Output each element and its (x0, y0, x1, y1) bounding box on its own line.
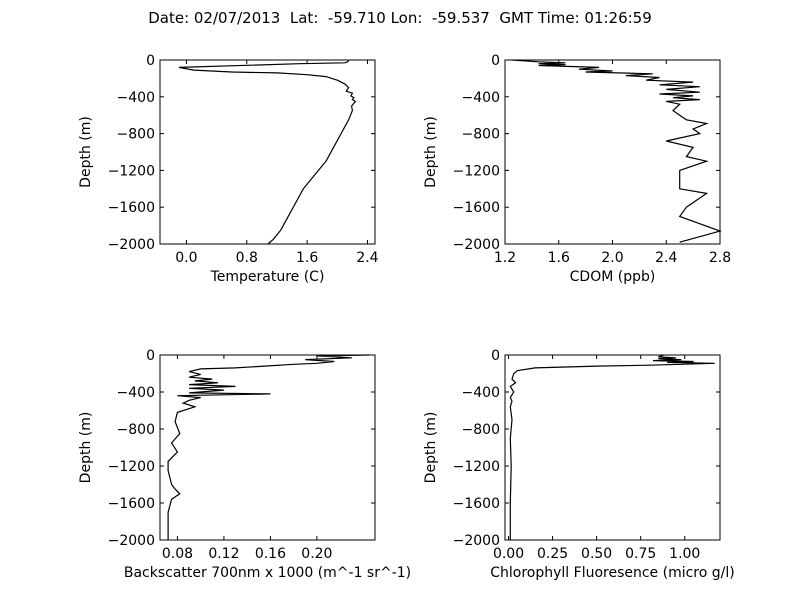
x-axis-label: Chlorophyll Fluoresence (micro g/l) (490, 565, 734, 581)
figure-title: Date: 02/07/2013 Lat: -59.710 Lon: -59.5… (148, 9, 652, 27)
y-tick-label: −400 (462, 385, 500, 401)
y-tick-label: 0 (491, 53, 500, 69)
y-tick-label: −400 (117, 385, 155, 401)
y-tick-label: −1600 (108, 200, 155, 216)
y-axis-label: Depth (m) (423, 116, 439, 188)
x-tick-label: 0.08 (162, 546, 193, 562)
y-tick-label: −1200 (108, 459, 155, 475)
y-tick-label: −800 (462, 127, 500, 143)
x-tick-label: 1.6 (296, 250, 318, 266)
x-tick-label: 0.0 (175, 250, 197, 266)
series-line (511, 59, 722, 243)
y-tick-label: −1200 (108, 163, 155, 179)
x-tick-label: 1.2 (494, 250, 516, 266)
x-tick-label: 0.8 (236, 250, 258, 266)
x-tick-label: 2.4 (356, 250, 378, 266)
y-axis-label: Depth (m) (78, 116, 94, 188)
x-axis-label: CDOM (ppb) (570, 269, 656, 285)
subplot-2: 1.2 1.6 2.0 2.4 2.8 0 −400 −800 −1200 −1600 −2000 C… (423, 53, 731, 285)
x-tick-label: 2.0 (601, 250, 623, 266)
subplot-4: 0.00 0.25 0.50 0.75 1.00 0 −400 −800 −1200 −1600 −… (423, 348, 735, 581)
subplot-1: 0.0 0.8 1.6 2.4 0 −400 −800 −1200 −1600 −2000 Temp… (78, 53, 379, 285)
x-tick-label: 0.00 (493, 546, 524, 562)
x-tick-label: 0.16 (255, 546, 286, 562)
x-tick-label: 1.00 (669, 546, 700, 562)
subplot-3: 0.08 0.12 0.16 0.20 0 −400 −800 −1200 −1600 −2000… (78, 348, 411, 581)
series-line (178, 59, 357, 245)
x-tick-label: 2.8 (709, 250, 731, 266)
y-tick-label: −800 (462, 422, 500, 438)
y-tick-label: 0 (146, 348, 155, 364)
y-tick-label: −2000 (108, 533, 155, 549)
y-axis-label: Depth (m) (78, 412, 94, 484)
x-tick-label: 0.20 (301, 546, 332, 562)
y-tick-label: −2000 (108, 237, 155, 253)
series-line (509, 354, 715, 540)
x-tick-label: 2.4 (655, 250, 677, 266)
y-tick-label: −2000 (453, 237, 500, 253)
y-tick-label: −2000 (453, 533, 500, 549)
y-tick-label: −400 (462, 90, 500, 106)
y-tick-label: −1200 (453, 459, 500, 475)
y-tick-label: −1200 (453, 163, 500, 179)
y-tick-label: −1600 (453, 496, 500, 512)
x-tick-label: 0.12 (208, 546, 239, 562)
plot-frame (504, 354, 721, 541)
x-tick-label: 1.6 (548, 250, 570, 266)
y-axis-label: Depth (m) (423, 412, 439, 484)
plot-frame (159, 59, 376, 245)
x-tick-label: 0.25 (537, 546, 568, 562)
x-axis-label: Temperature (C) (210, 269, 325, 285)
plot-frame (159, 354, 376, 541)
y-tick-label: 0 (491, 348, 500, 364)
y-tick-label: −800 (117, 127, 155, 143)
series-line (167, 354, 370, 540)
y-tick-label: −800 (117, 422, 155, 438)
y-tick-label: −1600 (108, 496, 155, 512)
y-tick-label: −400 (117, 90, 155, 106)
y-tick-label: −1600 (453, 200, 500, 216)
x-tick-label: 0.75 (625, 546, 656, 562)
x-axis-label: Backscatter 700nm x 1000 (m^-1 sr^-1) (124, 565, 411, 581)
x-tick-label: 0.50 (581, 546, 612, 562)
y-tick-label: 0 (146, 53, 155, 69)
